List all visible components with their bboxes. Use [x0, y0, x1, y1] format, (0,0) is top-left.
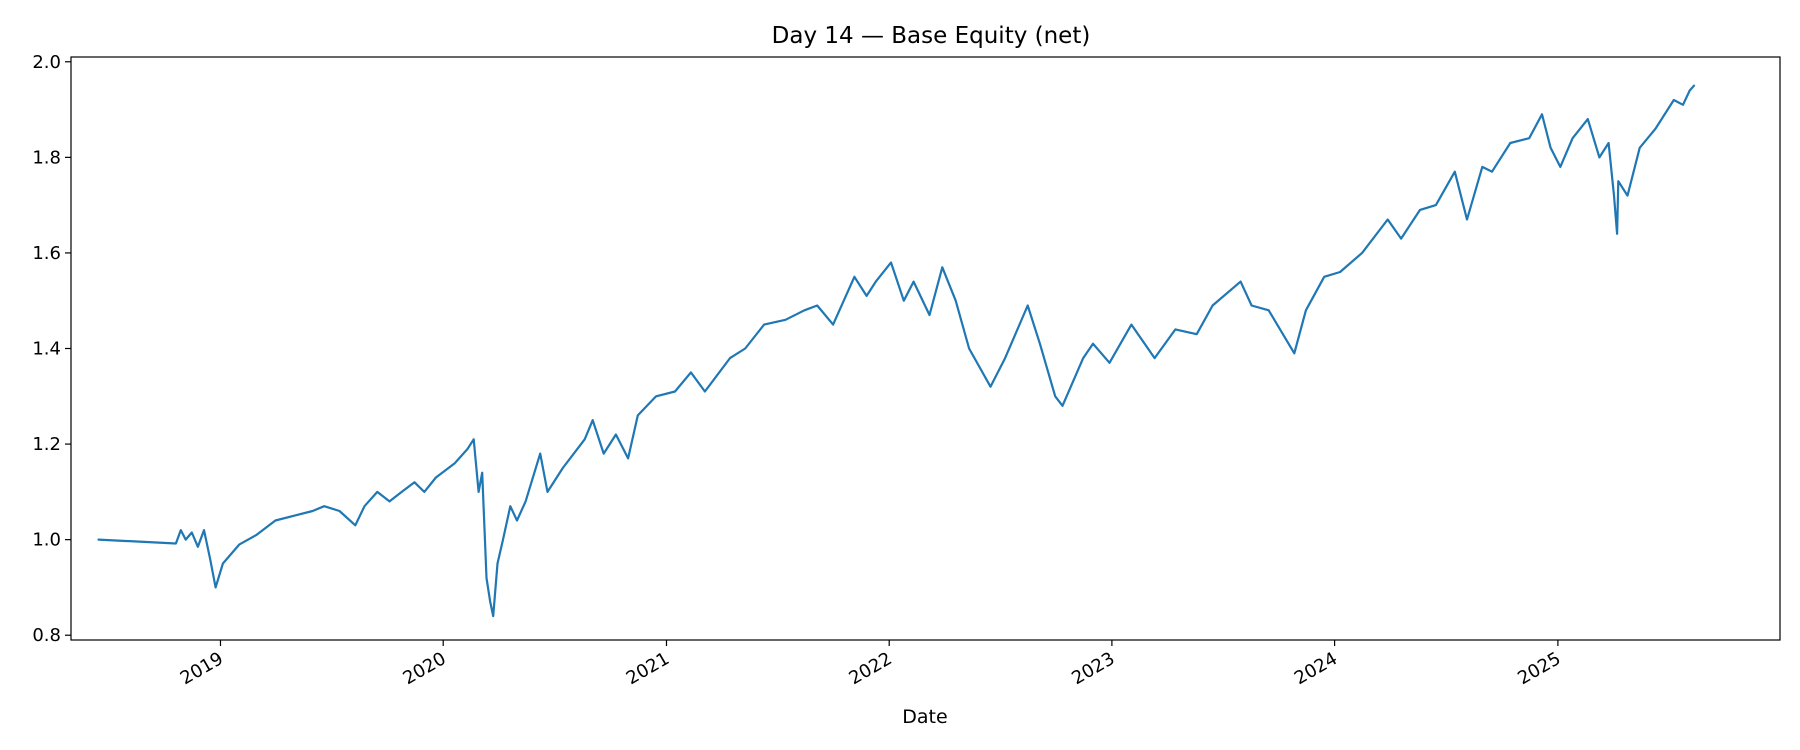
y-tick-label: 1.8: [32, 147, 61, 168]
y-tick-label: 1.6: [32, 243, 61, 264]
y-tick-label: 0.8: [32, 625, 61, 646]
plot-area: [97, 84, 1696, 618]
y-axis: 0.8 1.0 1.2 1.4 1.6 1.8 2.0: [32, 52, 71, 646]
y-tick-label: 1.0: [32, 530, 61, 551]
chart-title: Day 14 — Base Equity (net): [772, 23, 1091, 49]
y-tick-label: 2.0: [32, 52, 61, 73]
plot-frame: [70, 56, 1781, 641]
y-tick-label: 1.2: [32, 434, 61, 455]
y-tick-label: 1.4: [32, 339, 61, 360]
x-axis-title: Date: [902, 706, 947, 728]
equity-series-line: [97, 84, 1696, 618]
